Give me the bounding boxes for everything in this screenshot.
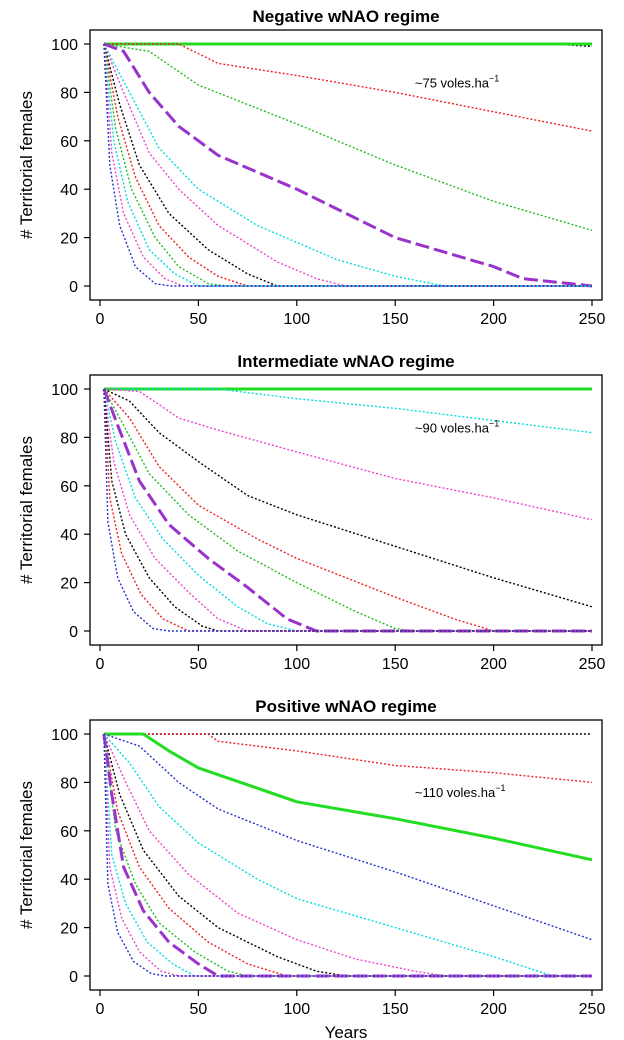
series-line-positive-2 [103,733,593,784]
series-line-positive-9 [103,733,592,977]
y-tick-label: 100 [51,37,78,54]
series-line-intermediate-8 [103,388,592,632]
y-tick-label: 40 [60,182,78,199]
chart-positive: Positive wNAO regime 0 50 100 150 200 250 0 20 40… [17,697,606,1040]
panel-negative: Negative wNAO regime 0 50 100 150 200 250 0 20 40… [0,0,624,340]
series-group [102,732,593,978]
x-tick-label: 0 [96,1001,105,1018]
y-tick-label: 40 [60,872,78,889]
plot-frame [89,374,603,646]
series-line-positive-4 [103,733,593,941]
series-line-intermediate-10 [103,388,592,632]
density-annotation: ~90 voles.ha−1 [415,419,499,436]
chart-title: Negative wNAO regime [252,7,439,26]
annotation-text: ~75 voles.ha [415,76,490,91]
plot-frame [89,29,603,301]
y-tick-label: 20 [60,921,78,938]
series-line-negative-12 [103,43,592,287]
series-line-positive-10 [102,733,592,978]
annotation-superscript: −1 [495,783,505,793]
chart-negative: Negative wNAO regime 0 50 100 150 200 250 0 20 40… [17,7,606,328]
x-tick-label: 250 [579,656,606,673]
annotation-superscript: −1 [489,419,499,429]
y-tick-label: 0 [69,279,78,296]
y-tick-label: 20 [60,231,78,248]
x-tick-label: 50 [190,1001,208,1018]
y-tick-label: 80 [60,430,78,447]
series-line-negative-11 [103,43,592,287]
y-tick-label: 60 [60,479,78,496]
y-axis-label: # Territorial females [17,781,36,929]
y-tick-label: 100 [51,382,78,399]
series-line-intermediate-9 [103,388,592,632]
series-group [103,42,593,288]
y-tick-label: 80 [60,775,78,792]
series-line-positive-5 [103,733,592,977]
y-tick-label: 0 [69,969,78,986]
x-tick-label: 0 [96,656,105,673]
series-line-negative-8 [103,43,592,287]
series-line-negative-10 [103,43,592,287]
x-tick-label: 150 [382,311,409,328]
series-line-negative-9 [103,43,592,287]
x-tick-label: 250 [579,311,606,328]
panel-positive: Positive wNAO regime 0 50 100 150 200 250 0 20 40… [0,690,624,1040]
x-tick-label: 100 [283,311,310,328]
series-line-positive-7 [103,733,592,977]
series-line-negative-13 [103,43,592,287]
x-tick-label: 50 [190,311,208,328]
x-tick-label: 200 [480,656,507,673]
series-line-positive-3 [103,732,593,862]
series-line-negative-6 [103,43,592,287]
annotation-superscript: −1 [489,74,499,84]
x-tick-label: 250 [579,1001,606,1018]
density-annotation: ~75 voles.ha−1 [415,74,499,91]
density-annotation: ~110 voles.ha−1 [415,783,506,800]
y-tick-label: 80 [60,85,78,102]
y-tick-label: 100 [51,727,78,744]
x-tick-label: 0 [96,311,105,328]
series-line-negative-7 [103,43,592,287]
series-line-intermediate-4 [103,388,593,608]
x-tick-label: 200 [480,311,507,328]
series-line-positive-8 [103,733,592,977]
series-group [102,387,593,633]
series-line-intermediate-11 [103,388,592,632]
y-axis-label: # Territorial females [17,436,36,584]
series-line-intermediate-7 [102,388,592,633]
series-line-intermediate-2 [103,388,593,434]
chart-intermediate: Intermediate wNAO regime 0 50 100 150 200 250 0… [17,352,606,673]
x-tick-label: 150 [382,1001,409,1018]
series-line-negative-3 [103,43,593,132]
plot-frame [89,719,603,991]
series-line-positive-13 [103,733,592,977]
series-line-positive-12 [103,733,592,977]
series-line-intermediate-5 [103,388,592,632]
series-line-intermediate-12 [103,388,592,632]
series-line-positive-6 [103,733,592,977]
x-tick-label: 100 [283,1001,310,1018]
y-tick-label: 60 [60,134,78,151]
series-line-negative-4 [103,43,593,231]
series-line-intermediate-3 [103,388,593,521]
y-tick-label: 40 [60,527,78,544]
series-line-intermediate-6 [103,388,592,632]
panel-intermediate: Intermediate wNAO regime 0 50 100 150 200 250 0… [0,345,624,685]
annotation-text: ~90 voles.ha [415,421,490,436]
x-tick-label: 150 [382,656,409,673]
series-line-negative-5 [103,42,593,288]
y-tick-label: 20 [60,576,78,593]
x-tick-label: 50 [190,656,208,673]
chart-title: Intermediate wNAO regime [237,352,454,371]
x-tick-label: 200 [480,1001,507,1018]
chart-title: Positive wNAO regime [255,697,436,716]
annotation-text: ~110 voles.ha [415,785,496,800]
y-tick-label: 60 [60,824,78,841]
y-axis-label: # Territorial females [17,91,36,239]
x-axis-label: Years [325,1023,368,1040]
y-tick-label: 0 [69,624,78,641]
series-line-positive-11 [103,733,592,977]
x-tick-label: 100 [283,656,310,673]
